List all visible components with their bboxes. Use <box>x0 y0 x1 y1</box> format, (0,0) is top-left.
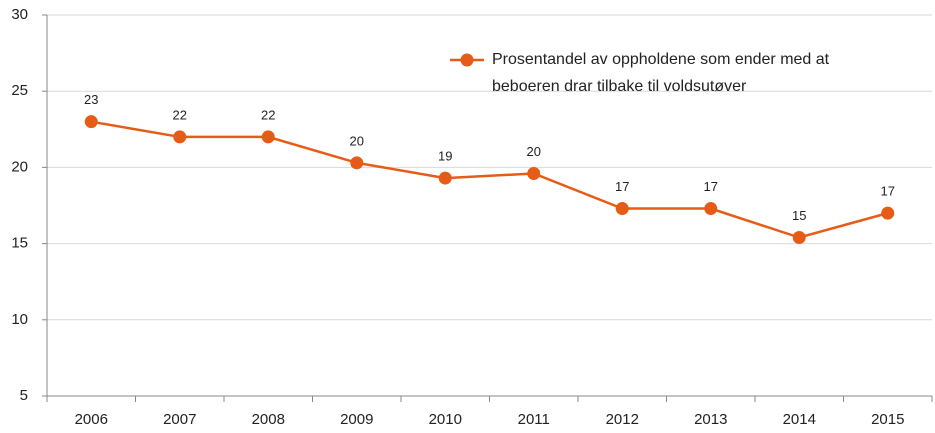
data-label: 22 <box>261 107 275 122</box>
x-tick-label: 2013 <box>694 411 727 428</box>
legend-entry: Prosentandel av oppholdene som ender med… <box>492 51 830 95</box>
data-point <box>792 231 806 245</box>
x-tick-label: 2007 <box>163 411 196 428</box>
data-point <box>615 202 629 216</box>
data-point <box>261 130 275 144</box>
series-line <box>91 120 889 239</box>
y-tick-label: 20 <box>11 158 28 175</box>
data-label: 15 <box>792 208 806 223</box>
y-tick-label: 25 <box>11 82 28 99</box>
data-point <box>84 115 98 129</box>
x-tick-label: 2012 <box>606 411 639 428</box>
data-point <box>881 206 895 220</box>
data-label: 17 <box>881 184 895 199</box>
x-tick-label: 2011 <box>518 411 550 428</box>
data-point <box>438 171 452 185</box>
y-tick-label: 15 <box>11 235 28 252</box>
data-point <box>173 130 187 144</box>
data-label: 23 <box>84 92 98 107</box>
data-point <box>704 202 718 216</box>
y-tick-label: 5 <box>20 387 28 404</box>
x-tick-label: 2006 <box>75 411 108 428</box>
data-point <box>527 166 541 180</box>
data-label: 20 <box>527 144 541 159</box>
x-tick-label: 2008 <box>252 411 285 428</box>
x-tick-label: 2010 <box>429 411 462 428</box>
x-tick-label: 2009 <box>340 411 373 428</box>
x-tick-label: 2014 <box>783 411 816 428</box>
data-label: 20 <box>350 133 364 148</box>
data-label: 19 <box>438 149 452 164</box>
data-label: 22 <box>173 107 187 122</box>
legend-marker <box>460 53 474 67</box>
y-tick-label: 30 <box>11 6 28 23</box>
data-label: 17 <box>704 179 718 194</box>
data-label: 17 <box>615 179 629 194</box>
x-tick-label: 2015 <box>871 411 904 428</box>
y-tick-label: 10 <box>11 311 28 328</box>
data-point <box>350 156 364 170</box>
